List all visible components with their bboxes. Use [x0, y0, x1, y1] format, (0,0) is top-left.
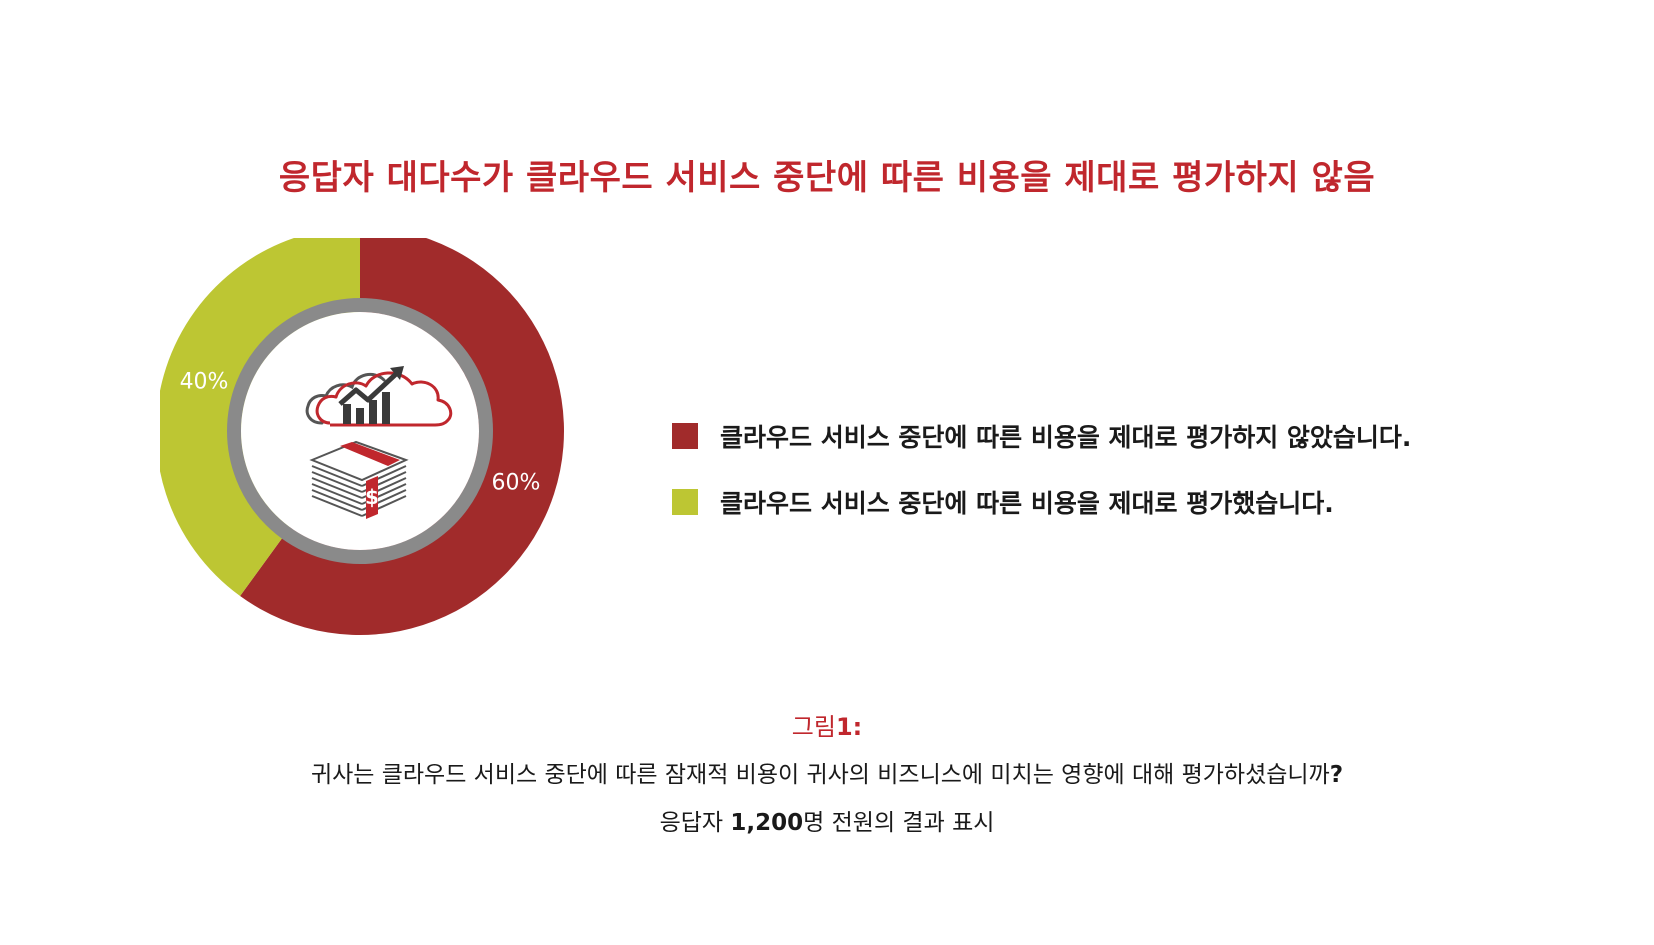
chart-title: 응답자 대다수가 클라우드 서비스 중단에 따른 비용을 제대로 평가하지 않음	[278, 158, 1376, 198]
legend-label-not-evaluated: 클라우드 서비스 중단에 따른 비용을 제대로 평가하지 않았습니다.	[720, 423, 1412, 452]
donut-chart: $ 60% 40%	[160, 238, 600, 678]
legend-item-evaluated: 클라우드 서비스 중단에 따른 비용을 제대로 평가했습니다.	[672, 484, 1411, 520]
legend-swatch-not-evaluated	[672, 423, 698, 449]
legend-item-not-evaluated: 클라우드 서비스 중단에 따른 비용을 제대로 평가하지 않았습니다.	[672, 418, 1411, 454]
question-text: 귀사는 클라우드 서비스 중단에 따른 잠재적 비용이 귀사의 비즈니스에 미치…	[310, 762, 1330, 788]
respondents-prefix: 응답자	[659, 810, 731, 836]
figure-label: 그림1:	[0, 710, 1654, 744]
money-stack-icon: $	[309, 440, 409, 519]
figure-caption: 그림1: 귀사는 클라우드 서비스 중단에 따른 잠재적 비용이 귀사의 비즈니…	[0, 710, 1654, 840]
slice-label-not-evaluated: 60%	[492, 471, 541, 496]
survey-question: 귀사는 클라우드 서비스 중단에 따른 잠재적 비용이 귀사의 비즈니스에 미치…	[0, 758, 1654, 792]
inner-ring	[227, 298, 493, 564]
chart-legend: 클라우드 서비스 중단에 따른 비용을 제대로 평가하지 않았습니다. 클라우드…	[672, 418, 1411, 550]
figure-number: 1:	[835, 713, 863, 741]
cloud-chart-icon	[305, 366, 453, 427]
svg-text:$: $	[365, 485, 379, 509]
donut-center	[241, 312, 479, 550]
donut-chart-svg: $ 60% 40%	[160, 238, 564, 635]
respondents-note: 응답자 1,200명 전원의 결과 표시	[0, 806, 1654, 840]
respondents-count: 1,200	[730, 810, 804, 836]
figure-prefix: 그림	[791, 713, 836, 741]
legend-label-evaluated: 클라우드 서비스 중단에 따른 비용을 제대로 평가했습니다.	[720, 489, 1334, 518]
respondents-suffix: 명 전원의 결과 표시	[803, 810, 995, 836]
question-mark: ?	[1329, 762, 1344, 788]
slice-label-evaluated: 40%	[180, 369, 229, 394]
legend-swatch-evaluated	[672, 489, 698, 515]
